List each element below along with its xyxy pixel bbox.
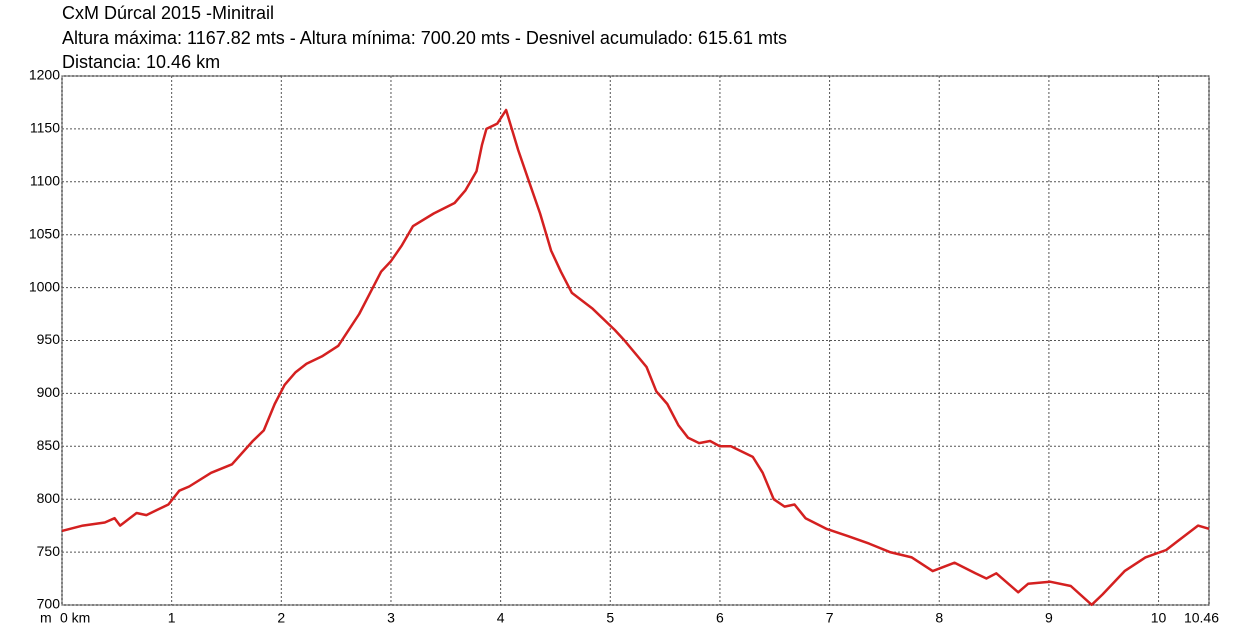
y-unit: m <box>40 610 52 626</box>
x-tick-label: 5 <box>606 610 614 626</box>
y-tick-label: 1200 <box>29 67 60 83</box>
chart-title: CxM Dúrcal 2015 -Minitrail <box>62 3 274 23</box>
y-tick-label: 1000 <box>29 278 60 294</box>
x-tick-label: 10 <box>1151 610 1167 626</box>
x-tick-label: 4 <box>497 610 505 626</box>
x-tick-label: 8 <box>935 610 943 626</box>
x-tick-label: 6 <box>716 610 724 626</box>
elevation-line <box>61 108 1210 607</box>
x-tick-label: 7 <box>826 610 834 626</box>
y-tick-label: 850 <box>37 437 61 453</box>
x-tick-label: 2 <box>277 610 285 626</box>
y-tick-label: 1100 <box>30 173 60 189</box>
chart-subtitle: Altura máxima: 1167.82 mts - Altura míni… <box>62 28 787 48</box>
x-tick-label: 10.46 <box>1184 610 1219 626</box>
y-tick-label: 700 <box>37 596 61 612</box>
x-tick-label: 9 <box>1045 610 1053 626</box>
y-tick-label: 900 <box>37 384 61 400</box>
distance-annotation: Distancia: 10.46 km <box>62 52 220 72</box>
y-tick-label: 750 <box>37 543 61 559</box>
y-tick-label: 1150 <box>30 120 60 136</box>
y-tick-label: 1050 <box>29 225 60 241</box>
x-tick-label: 1 <box>168 610 176 626</box>
y-tick-label: 800 <box>37 490 61 506</box>
x-tick-label: 3 <box>387 610 395 626</box>
x-tick-label: 0 km <box>60 610 90 626</box>
y-tick-label: 950 <box>37 331 61 347</box>
